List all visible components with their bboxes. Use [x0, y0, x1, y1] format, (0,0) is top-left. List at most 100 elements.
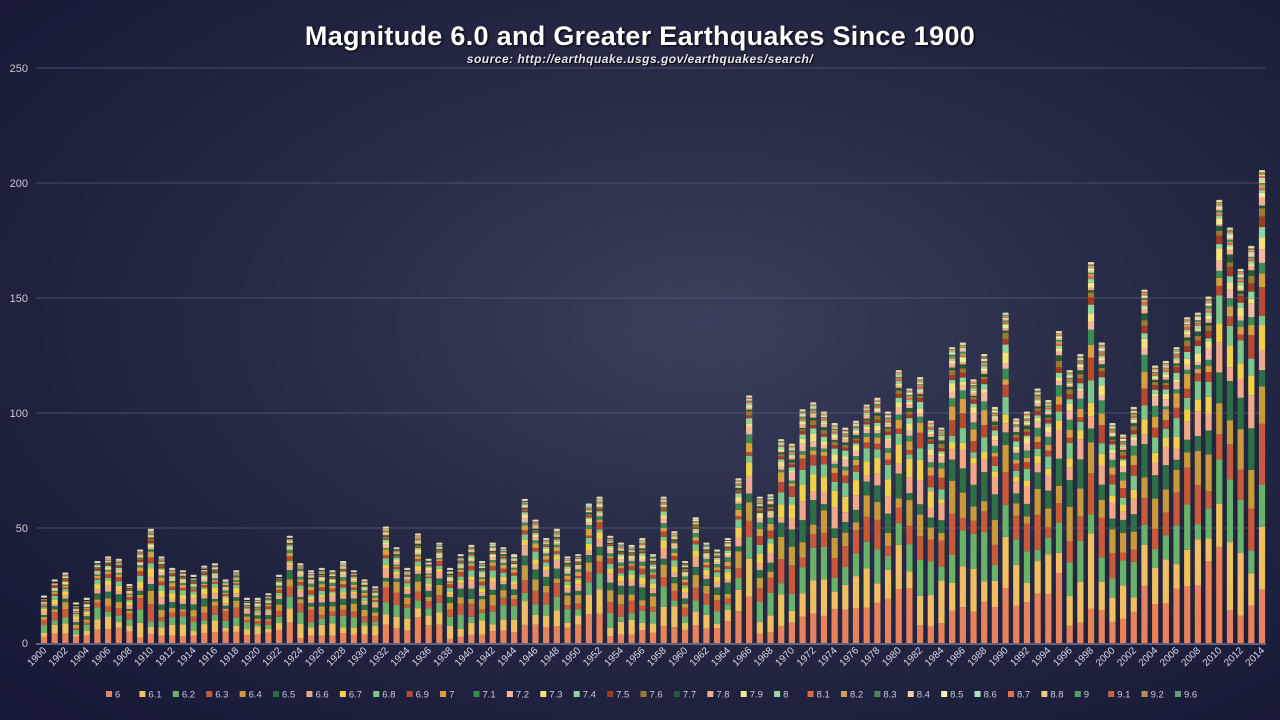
bar-cap: [874, 397, 881, 400]
bar-segment: [949, 363, 956, 368]
bar-segment: [1098, 484, 1105, 500]
bar-segment: [1087, 274, 1095, 277]
bar-segment: [169, 571, 176, 573]
bar-segment: [874, 485, 881, 503]
bar-segment: [1066, 380, 1073, 383]
bar-segment: [959, 344, 966, 346]
bar-segment: [233, 579, 240, 582]
bar-segment: [1087, 267, 1095, 269]
bar-segment: [852, 495, 860, 510]
bar-segment: [372, 590, 379, 592]
bar-segment: [927, 432, 934, 435]
bar-segment: [596, 500, 603, 502]
bar-segment: [297, 567, 304, 569]
bar-segment: [778, 504, 785, 518]
x-tick-label: 1908: [111, 645, 135, 669]
bar-segment: [1066, 437, 1073, 443]
bar-segment: [478, 595, 486, 600]
bar-segment: [62, 623, 69, 634]
bar-cap: [457, 554, 464, 557]
bar-segment: [190, 635, 197, 643]
bar-segment: [361, 602, 368, 605]
bar-segment: [254, 624, 261, 627]
bar-segment: [169, 593, 176, 599]
bar-segment: [382, 602, 389, 615]
bar-segment: [831, 448, 838, 455]
bar-segment: [62, 602, 69, 610]
bar-segment: [1205, 538, 1212, 562]
bar-segment: [478, 567, 486, 569]
bar-segment: [40, 603, 48, 605]
bar-segment: [991, 564, 998, 581]
bar-cap: [137, 549, 144, 552]
bar-segment: [243, 601, 251, 603]
bar-segment: [414, 558, 422, 562]
bar-segment: [564, 564, 571, 566]
bar-segment: [671, 543, 678, 545]
bar-segment: [1237, 290, 1244, 294]
bar-segment: [1162, 372, 1169, 375]
legend-swatch: [373, 691, 380, 697]
bar-segment: [468, 561, 475, 564]
bar-segment: [297, 565, 304, 567]
bar-segment: [211, 587, 219, 594]
bar-segment: [585, 510, 592, 512]
bar-segment: [831, 440, 838, 442]
bar-segment: [863, 475, 870, 482]
bar-segment: [51, 584, 58, 586]
bar-segment: [1045, 405, 1052, 407]
bar-segment: [233, 607, 240, 618]
bar-segment: [799, 428, 806, 430]
bar-segment: [179, 579, 186, 582]
bar-segment: [628, 549, 635, 551]
bar-segment: [105, 558, 112, 560]
bar-segment: [884, 533, 892, 547]
bar-segment: [1248, 605, 1255, 643]
bar-segment: [1162, 489, 1169, 513]
bar-segment: [1087, 292, 1095, 298]
bar-segment: [692, 523, 699, 525]
bar-segment: [446, 594, 454, 597]
bar-segment: [511, 561, 518, 562]
bar-segment: [1066, 373, 1073, 375]
bar-segment: [404, 576, 411, 578]
bar-segment: [927, 467, 934, 476]
bar-segment: [372, 612, 379, 617]
bar-1986: [959, 342, 966, 643]
bar-segment: [115, 590, 122, 595]
bar-cap: [1109, 423, 1116, 426]
bar-segment: [1066, 394, 1073, 400]
bar-segment: [169, 573, 176, 574]
bar-cap: [1226, 227, 1234, 230]
bar-segment: [917, 382, 924, 384]
bar-segment: [981, 392, 988, 402]
bar-segment: [457, 562, 464, 564]
x-tick-label: 1998: [1073, 645, 1097, 669]
bar-cap: [94, 561, 101, 564]
bar-segment: [340, 571, 347, 573]
bar-segment: [1130, 549, 1137, 562]
bar-cap: [372, 586, 379, 589]
bar-segment: [169, 602, 176, 608]
bar-segment: [820, 436, 828, 442]
bar-segment: [1216, 285, 1223, 296]
bar-segment: [1130, 498, 1137, 515]
bar-segment: [1013, 423, 1020, 425]
bar-segment: [756, 518, 763, 523]
legend-swatch: [473, 691, 480, 697]
bar-segment: [649, 569, 657, 573]
bar-segment: [767, 530, 774, 539]
bar-segment: [1141, 313, 1148, 321]
bar-segment: [446, 584, 454, 588]
bar-segment: [1237, 275, 1244, 277]
legend-swatch: [941, 691, 948, 697]
bar-segment: [852, 553, 860, 577]
bar-1995: [1055, 331, 1063, 643]
bar-1970: [788, 443, 795, 643]
bar-segment: [660, 503, 667, 505]
bar-segment: [1130, 430, 1137, 435]
bar-segment: [553, 532, 560, 534]
bar-segment: [1087, 264, 1095, 266]
bar-segment: [778, 583, 785, 595]
bar-segment: [788, 622, 795, 643]
